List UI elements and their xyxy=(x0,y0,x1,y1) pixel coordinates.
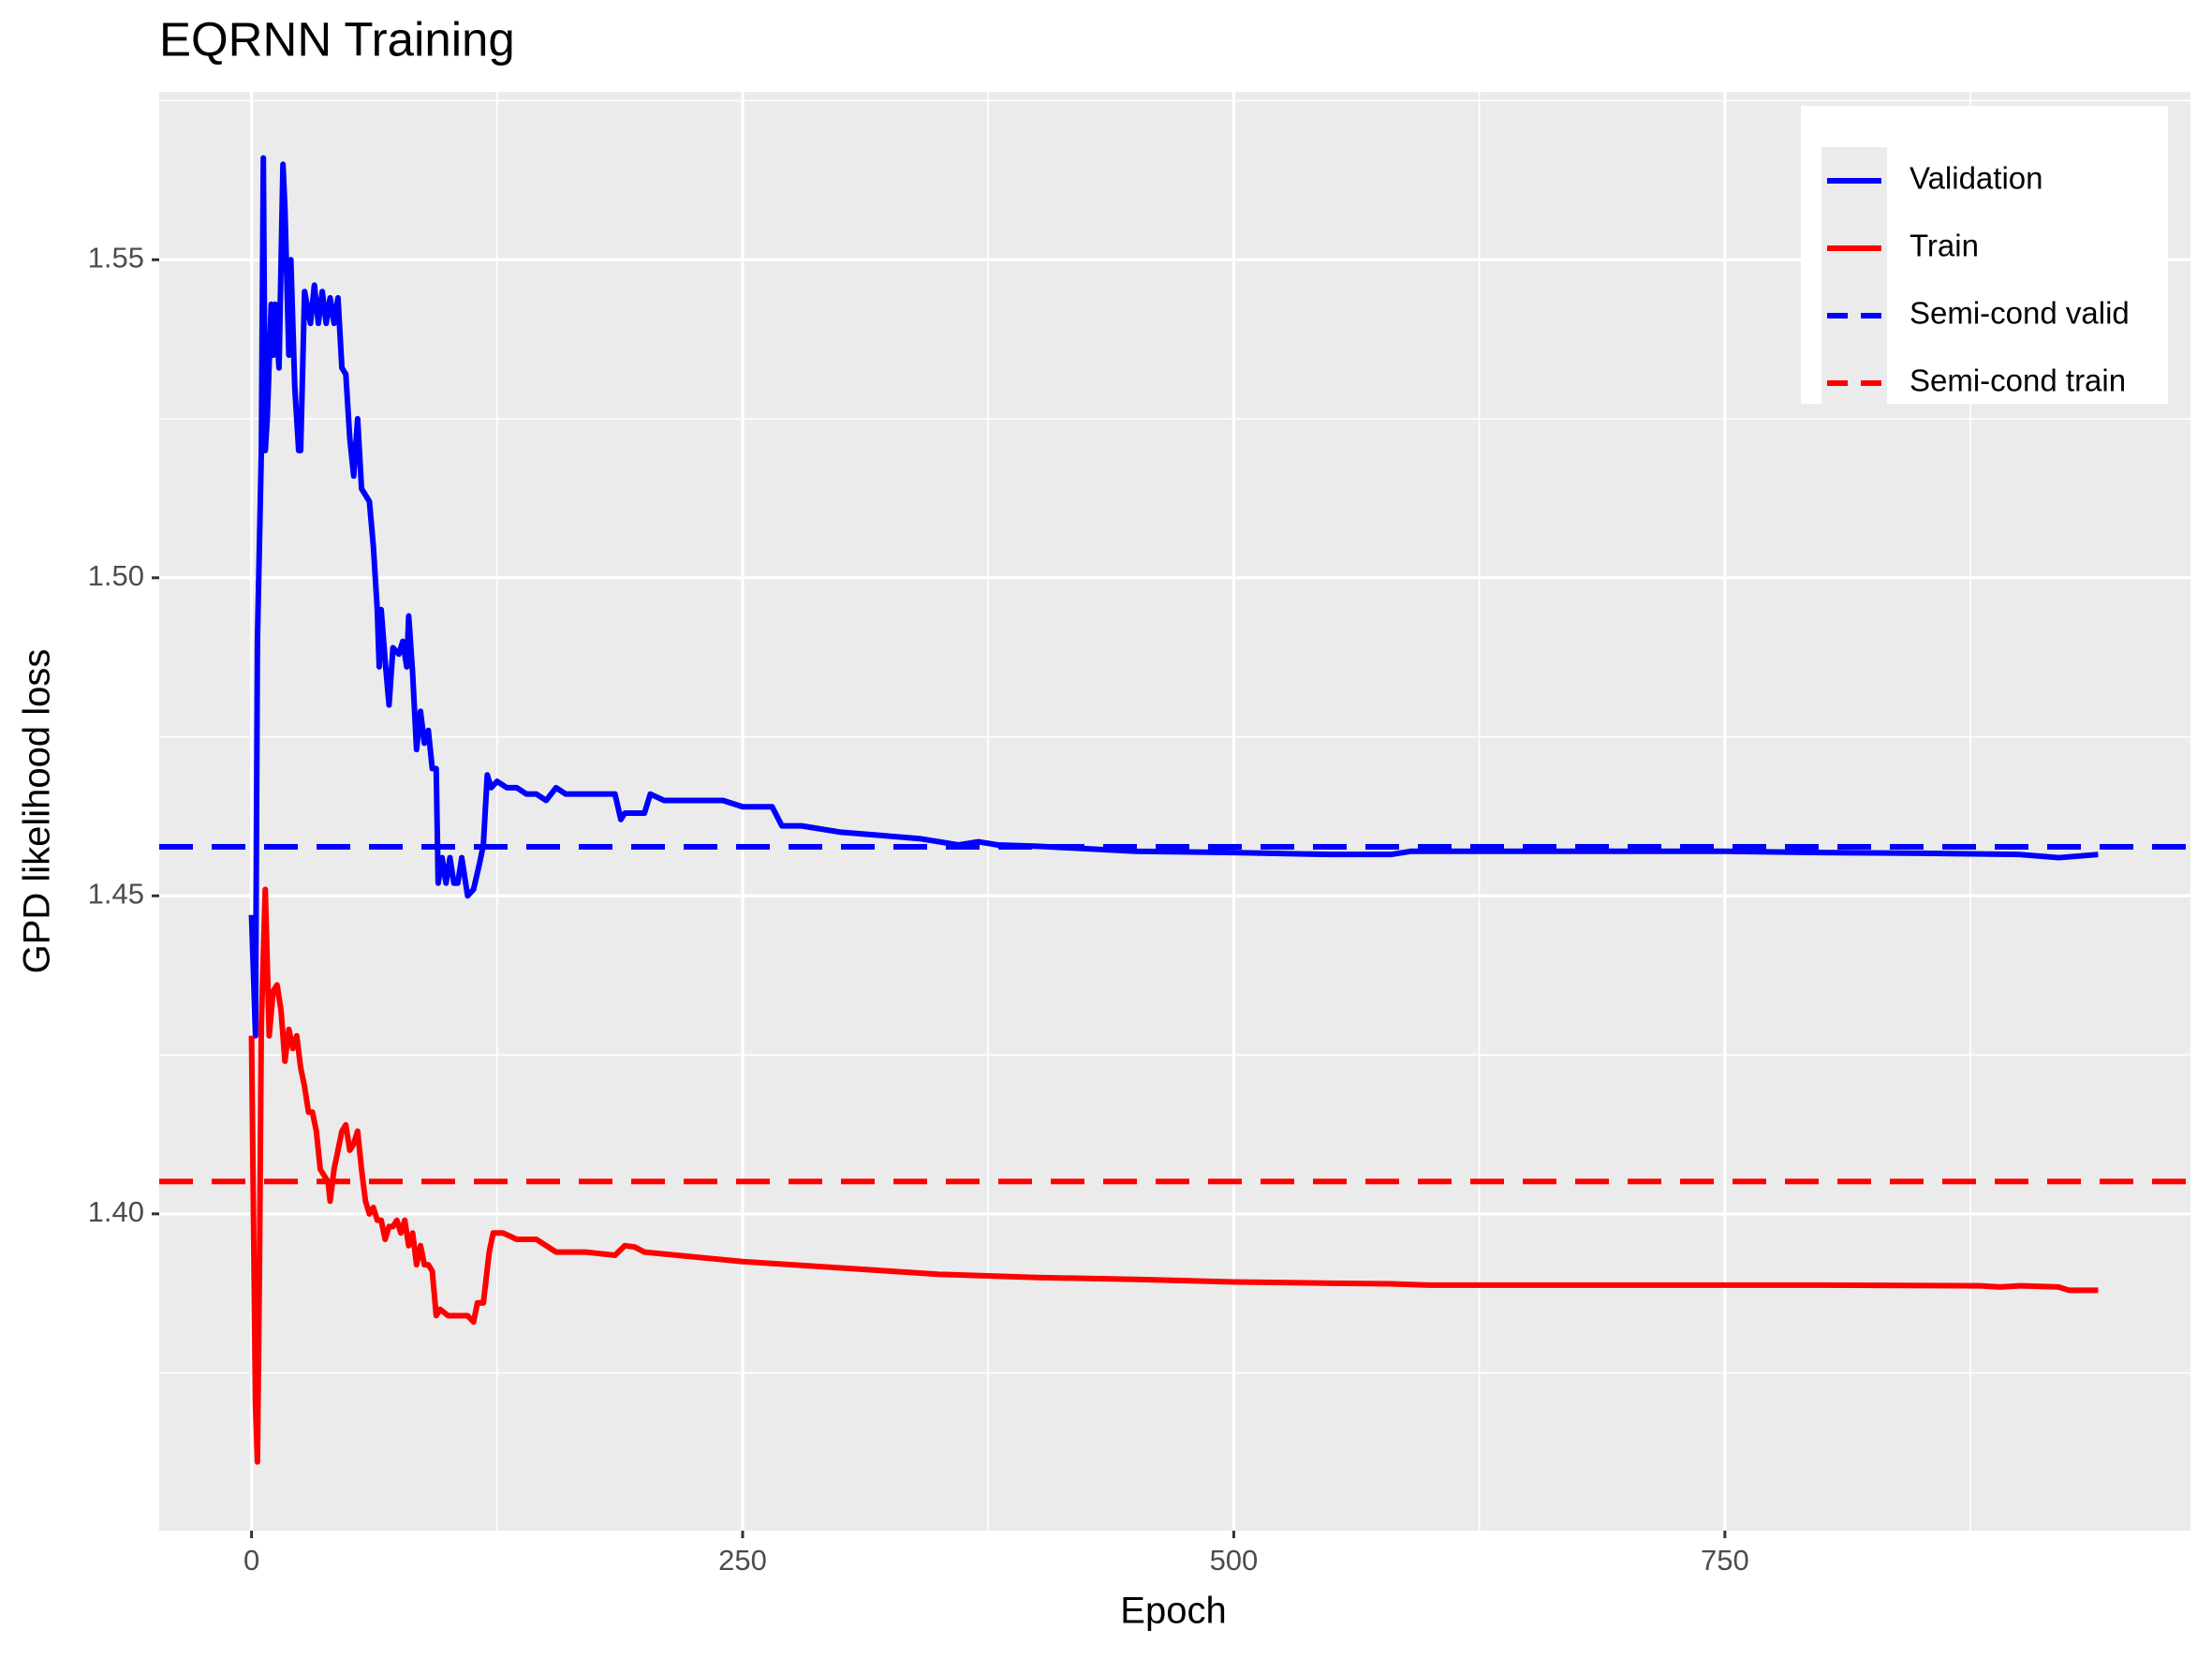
legend: Validation Train Semi-cond valid Semi-cond … xyxy=(1801,106,2168,417)
x-tick-label: 0 xyxy=(243,1544,259,1577)
legend-label: Semi-cond train xyxy=(1910,363,2126,398)
y-tick-label: 1.40 xyxy=(88,1195,144,1228)
legend-label: Validation xyxy=(1910,161,2043,196)
series-line xyxy=(248,886,2099,1465)
x-tick-label: 500 xyxy=(1210,1544,1259,1577)
x-tick-label: 750 xyxy=(1701,1544,1749,1577)
y-tick-label: 1.45 xyxy=(88,878,144,911)
legend-label: Semi-cond valid xyxy=(1910,296,2130,331)
series-line xyxy=(248,155,2099,1039)
legend-label: Train xyxy=(1910,229,1979,263)
y-tick-label: 1.50 xyxy=(88,559,144,592)
y-axis-title: GPD likelihood loss xyxy=(17,649,58,974)
y-tick-label: 1.55 xyxy=(88,241,144,274)
x-tick-label: 250 xyxy=(718,1544,767,1577)
x-axis-title: Epoch xyxy=(1120,1591,1226,1632)
chart-title: EQRNN Training xyxy=(159,12,515,66)
